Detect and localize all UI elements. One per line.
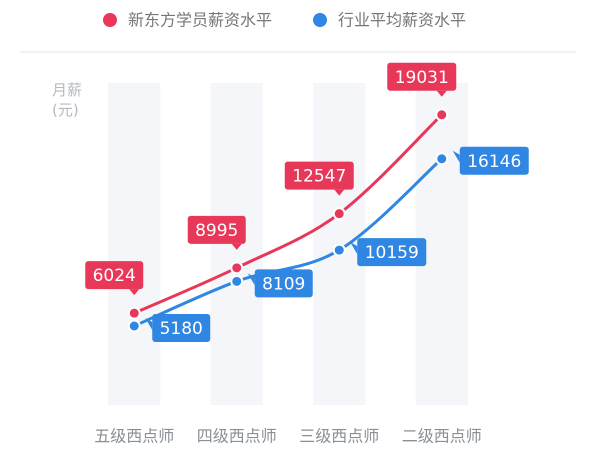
label-box <box>387 62 457 91</box>
data-point <box>127 306 141 320</box>
label-box <box>357 238 427 267</box>
label-box <box>254 269 313 298</box>
data-label: 8109 <box>262 274 305 294</box>
label-pointer <box>129 289 140 296</box>
data-point <box>332 207 346 221</box>
series-line <box>133 157 443 328</box>
data-point <box>332 243 346 257</box>
data-label: 5180 <box>160 319 203 339</box>
data-label: 8995 <box>195 221 238 241</box>
legend-label: 行业平均薪资水平 <box>338 11 466 30</box>
data-point <box>127 319 141 333</box>
label-pointer <box>452 150 460 163</box>
label-box <box>85 261 144 290</box>
x-tick-label: 三级西点师 <box>299 427 379 446</box>
x-tick-label: 五级西点师 <box>94 427 174 446</box>
label-box <box>187 215 246 244</box>
data-point <box>435 152 449 166</box>
label-box <box>284 161 354 190</box>
label-box <box>459 146 529 175</box>
legend-label: 新东方学员薪资水平 <box>128 11 272 30</box>
y-axis-label: 月薪 (元) <box>52 81 83 119</box>
data-label: 6024 <box>93 266 136 286</box>
series-line <box>133 113 443 315</box>
label-box <box>152 314 211 343</box>
x-tick-label: 四级西点师 <box>197 427 277 446</box>
label-pointer <box>247 273 255 286</box>
label-pointer <box>436 90 447 97</box>
label-pointer <box>145 318 153 331</box>
label-pointer <box>231 243 242 250</box>
x-tick-label: 二级西点师 <box>402 427 482 446</box>
label-pointer <box>334 189 345 196</box>
data-label: 19031 <box>395 68 449 88</box>
data-point <box>230 274 244 288</box>
legend-marker <box>103 13 117 27</box>
data-label: 16146 <box>467 152 521 172</box>
data-label: 12547 <box>292 167 346 187</box>
data-label: 10159 <box>365 243 419 263</box>
data-point <box>435 108 449 122</box>
label-pointer <box>350 242 358 255</box>
data-point <box>230 261 244 275</box>
legend-marker <box>313 13 327 27</box>
category-band <box>108 83 161 405</box>
